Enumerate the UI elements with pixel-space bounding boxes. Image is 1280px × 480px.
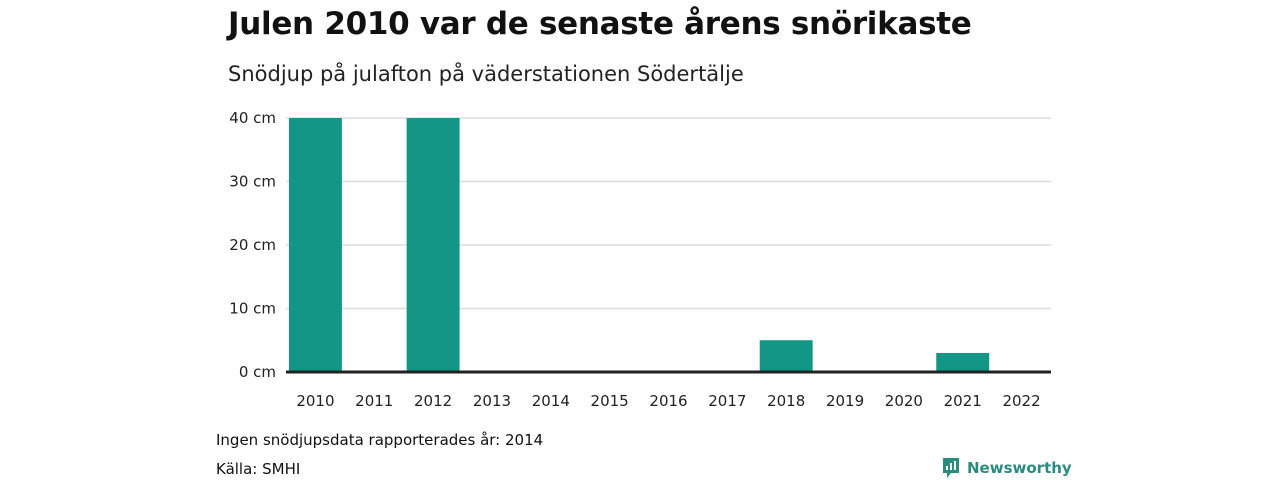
x-tick-label: 2010 [296,392,334,410]
source-credit: Källa: SMHI [216,460,301,478]
x-tick-label: 2016 [649,392,687,410]
x-tick-label: 2015 [591,392,629,410]
x-tick-label: 2020 [885,392,923,410]
x-tick-label: 2014 [532,392,570,410]
bar-2010 [288,118,342,372]
y-tick-label: 0 cm [239,363,276,381]
x-tick-label: 2019 [826,392,864,410]
y-tick-label: 30 cm [229,173,276,191]
gridlines [286,117,1051,310]
chart-title: Julen 2010 var de senaste årens snörikas… [228,6,972,42]
y-axis-ticks: 0 cm 10 cm 20 cm 30 cm 40 cm [229,109,276,381]
bar-2021 [936,352,990,372]
x-tick-label: 2012 [414,392,452,410]
chart-subtitle: Snödjup på julafton på väderstationen Sö… [228,62,744,86]
bar-2012 [406,118,460,372]
footnote-missing-data: Ingen snödjupsdata rapporterades år: 201… [216,431,544,449]
x-tick-label: 2022 [1002,392,1040,410]
x-tick-label: 2018 [767,392,805,410]
brand-logo: Newsworthy [942,457,1072,479]
newsworthy-logo-icon [943,458,959,478]
x-tick-label: 2013 [473,392,511,410]
y-tick-label: 20 cm [229,236,276,254]
brand-name: Newsworthy [967,459,1072,477]
bar-2018 [759,340,813,372]
y-tick-label: 10 cm [229,300,276,318]
x-tick-label: 2017 [708,392,746,410]
bars [288,118,990,372]
x-tick-label: 2021 [944,392,982,410]
y-tick-label: 40 cm [229,109,276,127]
x-axis-ticks: 2010 2011 2012 2013 2014 2015 2016 2017 2018 2019… [296,392,1040,410]
x-tick-label: 2011 [355,392,393,410]
